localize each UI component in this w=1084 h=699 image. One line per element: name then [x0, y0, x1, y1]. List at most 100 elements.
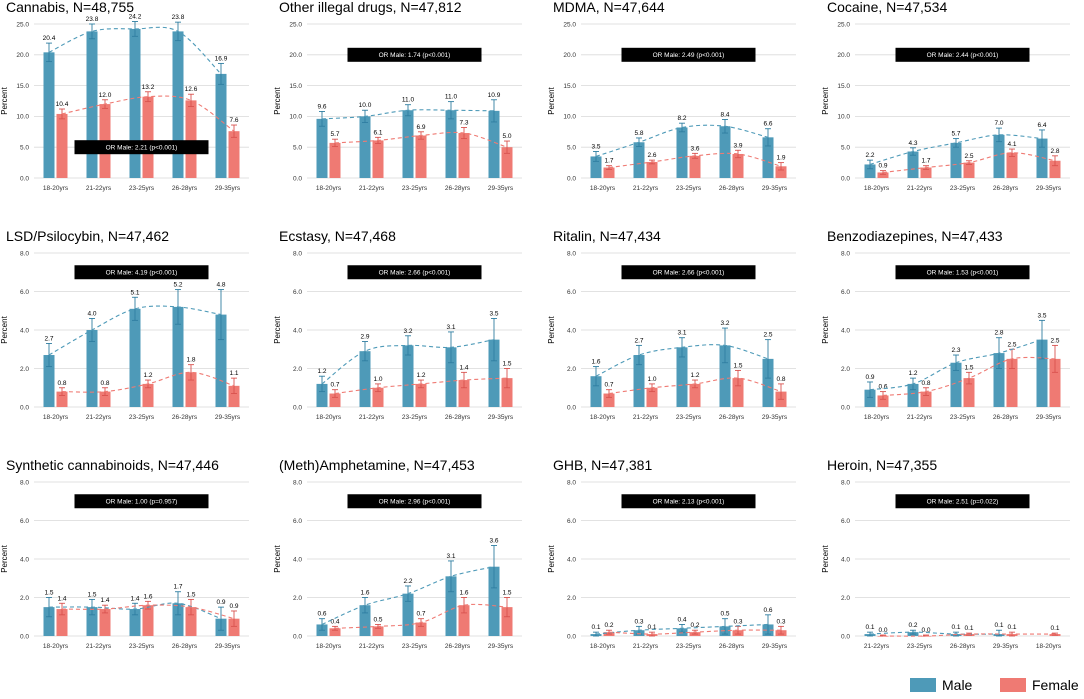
chart-title: Benzodiazepines, N=47,433 [827, 228, 1003, 244]
bar-male [402, 110, 414, 178]
y-tick-label: 5.0 [841, 145, 850, 152]
y-tick-label: 15.0 [289, 83, 302, 90]
y-tick-label: 6.0 [567, 518, 576, 525]
bar-male [359, 116, 371, 178]
trend-line-male [595, 344, 769, 377]
data-label-female: 2.6 [647, 152, 656, 159]
error-bar-female [966, 371, 972, 385]
data-label-female: 0.1 [1050, 625, 1059, 632]
y-tick-label: 4.0 [293, 327, 302, 334]
bar-female [56, 609, 68, 636]
y-tick-label: 4.0 [841, 556, 850, 563]
data-label-male: 3.1 [446, 553, 455, 560]
data-label-female: 0.6 [878, 384, 887, 391]
chart-panel-3: MDMA, N=47,644 0.0 5.0 10.0 15.0 20.0 25.0 Perc… [547, 0, 796, 192]
error-bar-male [89, 23, 95, 40]
data-label-male: 23.8 [86, 16, 99, 23]
y-tick-label: 5.0 [20, 145, 29, 152]
data-label-male: 1.4 [130, 595, 139, 602]
x-tick-label: 18-20yrs [864, 185, 890, 192]
x-tick-label: 18-20yrs [316, 414, 342, 421]
data-label-male: 2.7 [44, 335, 53, 342]
y-axis-label: Percent [0, 315, 9, 343]
x-tick-label: 23-25yrs [676, 414, 702, 421]
error-bar-female [1052, 632, 1058, 636]
data-label-female: 2.5 [964, 153, 973, 160]
x-tick-label: 18-20yrs [316, 643, 342, 650]
data-label-female: 0.2 [604, 622, 613, 629]
data-label-male: 16.9 [215, 55, 228, 62]
trend-line-male [595, 124, 769, 157]
bar-female [228, 385, 240, 407]
y-tick-label: 6.0 [293, 289, 302, 296]
bar-male [1036, 339, 1048, 407]
bar-female [142, 605, 154, 636]
odds-ratio-text: OR Male: 2.13 (p<0.001) [653, 499, 725, 506]
x-tick-label: 26-28yrs [719, 643, 745, 650]
data-label-female: 1.8 [186, 357, 195, 364]
odds-ratio-box [74, 140, 209, 155]
x-tick-label: 18-20yrs [590, 185, 616, 192]
error-bar-female [1052, 155, 1058, 167]
bar-male [402, 345, 414, 407]
trend-line-female [882, 152, 1056, 174]
x-tick-label: 29-35yrs [1036, 414, 1062, 421]
bar-female [372, 140, 384, 178]
bar-female [329, 393, 341, 407]
data-label-female: 1.0 [647, 376, 656, 383]
y-axis-label: Percent [273, 86, 282, 114]
y-tick-label: 8.0 [841, 250, 850, 257]
y-tick-label: 6.0 [567, 289, 576, 296]
y-tick-label: 8.0 [293, 479, 302, 486]
data-label-female: 1.2 [143, 372, 152, 379]
bar-female [415, 622, 427, 636]
odds-ratio-text: OR Male: 2.51 (p=0.022) [927, 499, 999, 506]
error-bar-male [1039, 319, 1045, 360]
x-tick-label: 21-22yrs [359, 643, 385, 650]
y-tick-label: 15.0 [16, 83, 29, 90]
odds-ratio-text: OR Male: 2.49 (p<0.001) [653, 52, 725, 59]
data-label-male: 2.8 [994, 330, 1003, 337]
y-tick-label: 0.0 [293, 404, 302, 411]
data-label-female: 3.6 [690, 145, 699, 152]
bar-male [993, 134, 1005, 178]
y-tick-label: 10.0 [837, 114, 850, 121]
data-label-male: 0.1 [865, 624, 874, 631]
data-label-female: 1.5 [502, 590, 511, 597]
y-axis-label: Percent [0, 544, 9, 572]
y-tick-label: 15.0 [837, 83, 850, 90]
odds-ratio-box [621, 265, 756, 280]
x-tick-label: 29-35yrs [762, 643, 788, 650]
y-tick-label: 20.0 [289, 52, 302, 59]
bar-male [316, 118, 328, 178]
data-label-male: 4.8 [216, 282, 225, 289]
bar-male [488, 339, 500, 407]
bar-female [458, 380, 470, 407]
y-tick-label: 8.0 [293, 250, 302, 257]
legend-male-swatch [910, 678, 936, 692]
data-label-female: 1.5 [733, 362, 742, 369]
chart-panel-2: Other illegal drugs, N=47,812 0.0 5.0 10.0 1… [273, 0, 522, 192]
y-axis-label: Percent [821, 315, 830, 343]
chart-title: Ritalin, N=47,434 [553, 228, 661, 244]
data-label-male: 4.0 [87, 310, 96, 317]
data-label-female: 0.5 [373, 616, 382, 623]
trend-line-male [48, 305, 222, 356]
bar-male [316, 383, 328, 407]
data-label-female: 0.1 [647, 624, 656, 631]
data-label-male: 11.0 [402, 97, 415, 104]
odds-ratio-box [347, 47, 482, 62]
error-bar-male [405, 335, 411, 356]
data-label-male: 0.6 [317, 611, 326, 618]
data-label-female: 0.4 [330, 618, 339, 625]
data-label-female: 7.3 [459, 119, 468, 126]
bar-male [359, 351, 371, 407]
bar-male [907, 383, 919, 407]
y-tick-label: 20.0 [837, 52, 850, 59]
data-label-male: 0.6 [763, 607, 772, 614]
data-label-male: 2.5 [763, 332, 772, 339]
x-tick-label: 18-20yrs [43, 185, 69, 192]
x-tick-label: 29-35yrs [762, 185, 788, 192]
bar-male [719, 126, 731, 178]
y-tick-label: 0.0 [841, 633, 850, 640]
